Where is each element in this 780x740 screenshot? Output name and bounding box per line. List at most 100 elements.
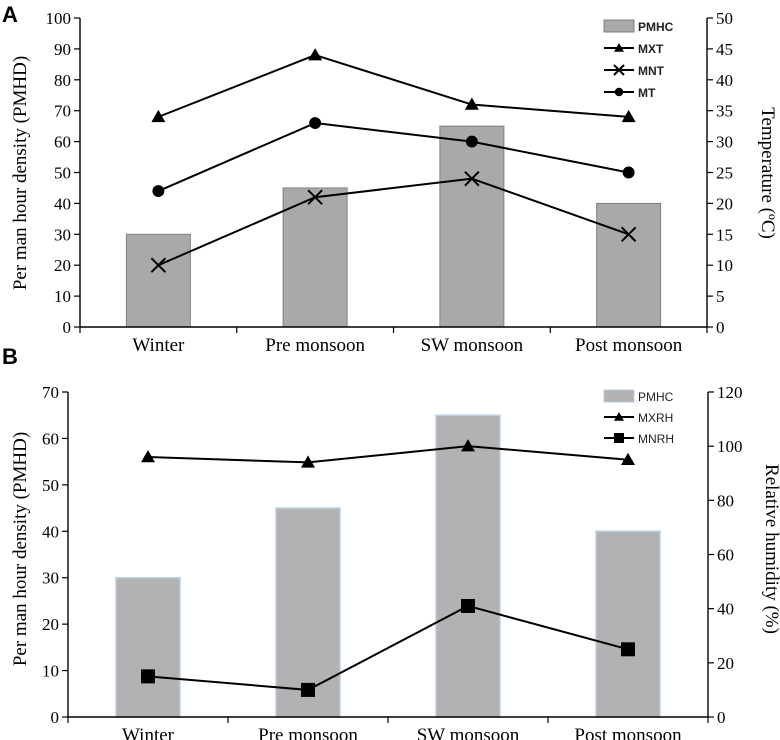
y-tick-label-right: 25 bbox=[716, 164, 733, 183]
y-tick-label-right: 30 bbox=[716, 133, 733, 152]
x-tick-label: Pre monsoon bbox=[258, 725, 358, 740]
y-tick-label-left: 60 bbox=[54, 133, 71, 152]
y-tick-label-left: 20 bbox=[54, 256, 71, 275]
y-tick-label-right: 35 bbox=[716, 102, 733, 121]
point-mnrh-1 bbox=[301, 682, 315, 697]
point-mt-1 bbox=[309, 117, 322, 130]
x-tick-label: Winter bbox=[122, 725, 175, 740]
bar-pmhc-2 bbox=[435, 414, 501, 718]
point-mxrh-3 bbox=[621, 452, 635, 465]
y-tick-label-left: 0 bbox=[63, 318, 72, 337]
y-tick-label-right: 40 bbox=[716, 71, 733, 90]
bar-pmhc-2 bbox=[439, 125, 505, 328]
point-mt-3 bbox=[622, 166, 635, 179]
x-tick-label: Winter bbox=[132, 335, 185, 356]
series-line-mxrh bbox=[147, 445, 629, 464]
y-tick-label-left: 0 bbox=[51, 708, 60, 727]
x-tick-label: Post monsoon bbox=[575, 335, 683, 356]
legend-marker-mnrh bbox=[614, 433, 624, 443]
y-tick-label-left: 80 bbox=[54, 71, 71, 90]
y-tick-label-right: 100 bbox=[717, 437, 743, 456]
point-mt-0 bbox=[152, 185, 165, 197]
y-axis-label-left-b: Per man hour density (PMHD) bbox=[10, 432, 31, 666]
point-mxt-3 bbox=[621, 109, 636, 123]
y-tick-label-left: 30 bbox=[42, 569, 59, 588]
legend-swatch-pmhc bbox=[603, 389, 635, 403]
point-mnt-0 bbox=[150, 257, 167, 273]
y-tick-label-right: 0 bbox=[717, 708, 726, 727]
y-tick-label-left: 50 bbox=[42, 476, 59, 495]
y-tick-label-right: 40 bbox=[717, 600, 734, 619]
legend-label-mxrh: MXRH bbox=[638, 411, 673, 425]
y-tick-label-right: 20 bbox=[716, 194, 733, 213]
y-tick-label-left: 30 bbox=[54, 225, 71, 244]
legend-label-pmhc: PMHC bbox=[638, 20, 674, 34]
point-mxt-0 bbox=[151, 109, 166, 123]
y-tick-label-right: 20 bbox=[717, 654, 734, 673]
y-tick-label-right: 80 bbox=[717, 491, 734, 510]
panel-label-b: B bbox=[2, 344, 18, 369]
series-line-mnrh bbox=[147, 604, 629, 691]
bar-pmhc-1 bbox=[275, 507, 341, 718]
legend-marker-mxrh bbox=[614, 412, 624, 421]
series-line-mt bbox=[157, 122, 629, 192]
x-tick-label: SW monsoon bbox=[421, 335, 524, 356]
legend-label-mt: MT bbox=[638, 86, 656, 100]
legend-label-pmhc: PMHC bbox=[638, 390, 674, 404]
chart-panel-b: B Per man hour density (PMHD) Relative h… bbox=[2, 344, 780, 740]
legend-label-mnt: MNT bbox=[638, 64, 665, 78]
x-tick-label: SW monsoon bbox=[417, 725, 520, 740]
bar-pmhc-1 bbox=[282, 187, 348, 328]
point-mnrh-0 bbox=[141, 669, 155, 684]
legend-marker-mnt bbox=[613, 64, 625, 76]
point-mxrh-1 bbox=[301, 455, 315, 468]
bar-pmhc-3 bbox=[596, 202, 662, 328]
y-tick-label-left: 40 bbox=[54, 194, 71, 213]
y-tick-label-left: 40 bbox=[42, 522, 59, 541]
panel-label-a: A bbox=[2, 2, 18, 27]
y-tick-label-right: 60 bbox=[717, 546, 734, 565]
x-tick-label: Post monsoon bbox=[574, 725, 682, 740]
point-mnt-1 bbox=[307, 189, 323, 205]
x-tick-label: Pre monsoon bbox=[265, 335, 365, 356]
y-tick-label-right: 0 bbox=[716, 318, 725, 337]
legend-marker-mxt bbox=[614, 43, 624, 52]
y-tick-label-left: 10 bbox=[54, 287, 71, 306]
point-mnt-3 bbox=[620, 226, 637, 243]
bar-pmhc-3 bbox=[595, 530, 661, 718]
chart-panel-a: A Per man hour density (PMHD) Temperatur… bbox=[2, 2, 778, 356]
y-tick-label-left: 60 bbox=[42, 429, 59, 448]
y-axis-label-right-b: Relative humidity (%) bbox=[761, 464, 780, 634]
point-mxt-2 bbox=[464, 97, 479, 110]
y-tick-label-left: 70 bbox=[42, 383, 59, 402]
y-tick-label-left: 20 bbox=[42, 615, 59, 634]
series-line-mxt bbox=[158, 54, 629, 118]
point-mnrh-3 bbox=[621, 642, 635, 657]
y-tick-label-left: 100 bbox=[46, 9, 72, 28]
bar-pmhc-0 bbox=[115, 576, 181, 718]
y-tick-label-right: 45 bbox=[716, 40, 733, 59]
legend-swatch-pmhc bbox=[603, 19, 635, 33]
y-axis-label-left-a: Per man hour density (PMHD) bbox=[10, 56, 31, 290]
y-tick-label-left: 50 bbox=[54, 164, 71, 183]
point-mt-2 bbox=[465, 135, 478, 148]
point-mxt-1 bbox=[308, 48, 323, 61]
y-tick-label-right: 120 bbox=[717, 383, 743, 402]
y-axis-label-right-a: Temperature (ºC) bbox=[757, 107, 778, 239]
y-tick-label-right: 10 bbox=[716, 256, 733, 275]
point-mnrh-2 bbox=[461, 598, 475, 613]
y-tick-label-left: 90 bbox=[54, 40, 71, 59]
y-tick-label-right: 15 bbox=[716, 225, 733, 244]
y-tick-label-left: 70 bbox=[54, 102, 71, 121]
point-mxrh-2 bbox=[461, 439, 475, 452]
y-tick-label-right: 5 bbox=[716, 287, 725, 306]
bar-pmhc-0 bbox=[125, 233, 191, 328]
legend-marker-mt bbox=[614, 87, 624, 97]
legend-label-mnrh: MNRH bbox=[638, 432, 674, 446]
y-tick-label-right: 50 bbox=[716, 9, 733, 28]
series-line-mnt bbox=[157, 177, 629, 267]
point-mnt-2 bbox=[464, 170, 480, 187]
point-mxrh-0 bbox=[141, 450, 155, 463]
y-tick-label-left: 10 bbox=[42, 662, 59, 681]
